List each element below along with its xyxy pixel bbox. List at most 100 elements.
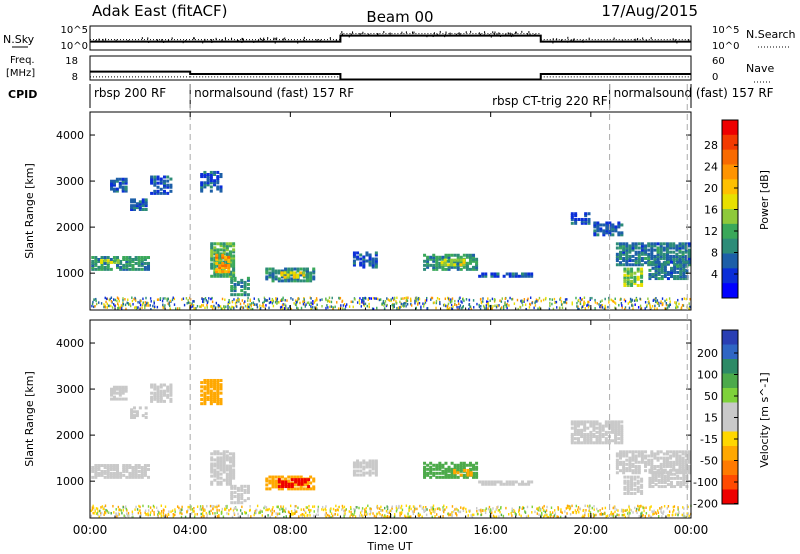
power-cell xyxy=(216,175,220,179)
power-cell xyxy=(222,248,226,252)
velocity-cell xyxy=(413,510,415,513)
velocity-cell xyxy=(169,393,173,397)
velocity-cell xyxy=(348,510,351,513)
power-cell xyxy=(146,301,148,305)
power-cell xyxy=(359,257,363,261)
velocity-cell xyxy=(131,510,134,514)
power-cell xyxy=(631,242,635,246)
power-cell xyxy=(605,221,609,225)
power-cell xyxy=(648,272,652,276)
power-cell xyxy=(640,250,644,254)
power-cell xyxy=(422,302,424,305)
power-cell xyxy=(296,306,298,310)
velocity-cell xyxy=(234,506,237,510)
velocity-cell xyxy=(518,508,520,512)
power-cell xyxy=(656,250,660,254)
velocity-cell xyxy=(571,511,574,514)
power-cell xyxy=(139,303,142,307)
velocity-cell xyxy=(236,493,240,496)
velocity-cell xyxy=(289,515,291,518)
velocity-cell xyxy=(628,458,632,462)
velocity-cell xyxy=(386,507,389,511)
power-cell xyxy=(312,306,314,309)
power-cell xyxy=(415,299,418,303)
y-tick-label: 3000 xyxy=(56,383,84,396)
velocity-cell xyxy=(356,465,360,469)
velocity-cell xyxy=(682,472,686,476)
velocity-cell xyxy=(100,464,104,468)
power-cell xyxy=(611,229,615,233)
power-cell xyxy=(243,280,247,284)
power-cell xyxy=(383,304,385,307)
power-cell xyxy=(222,262,226,266)
velocity-cell xyxy=(213,393,217,397)
velocity-cell xyxy=(447,465,451,469)
velocity-cell xyxy=(591,506,593,510)
power-cell xyxy=(587,303,589,306)
power-cell xyxy=(284,279,288,283)
power-cell xyxy=(368,259,372,263)
power-cell xyxy=(507,299,509,303)
velocity-cell xyxy=(216,400,220,404)
power-cell xyxy=(140,299,142,303)
nsky-spike xyxy=(263,37,265,40)
power-cell xyxy=(277,271,281,275)
velocity-cell xyxy=(459,510,462,514)
power-cell xyxy=(657,272,661,276)
power-cell xyxy=(277,277,281,281)
power-cell xyxy=(648,302,650,305)
velocity-cell xyxy=(601,428,605,432)
power-cell xyxy=(682,272,686,276)
power-cell xyxy=(637,242,641,246)
velocity-cell xyxy=(228,509,230,512)
velocity-cell xyxy=(629,511,631,515)
velocity-cell xyxy=(484,511,487,515)
power-cell xyxy=(630,279,634,283)
power-cell xyxy=(302,273,306,277)
velocity-cell xyxy=(294,480,298,484)
velocity-cell xyxy=(277,480,281,484)
power-cell xyxy=(534,301,536,305)
velocity-cell xyxy=(468,467,472,471)
power-cell xyxy=(594,301,597,304)
velocity-cell xyxy=(571,504,573,508)
power-cell xyxy=(593,233,597,237)
power-cell xyxy=(316,307,318,310)
velocity-cell xyxy=(589,424,593,428)
velocity-cell xyxy=(353,507,355,511)
freq-unit-label: [MHz] xyxy=(6,68,35,79)
velocity-cell xyxy=(586,426,590,430)
velocity-cell xyxy=(623,475,627,479)
velocity-cell xyxy=(660,472,664,476)
power-cell xyxy=(269,301,272,304)
velocity-cell xyxy=(494,510,496,514)
power-cell xyxy=(650,254,654,258)
velocity-cell xyxy=(669,462,673,466)
power-cell xyxy=(656,259,660,263)
power-cell xyxy=(210,246,214,250)
power-cell xyxy=(587,305,590,309)
power-cell xyxy=(216,248,220,252)
velocity-cell xyxy=(640,512,642,516)
power-cell xyxy=(156,181,160,185)
power-cell xyxy=(649,303,651,306)
velocity-cell xyxy=(364,513,366,516)
velocity-cell xyxy=(374,459,378,463)
velocity-cell xyxy=(219,397,223,401)
velocity-cell xyxy=(118,387,122,391)
velocity-cell xyxy=(203,378,207,382)
power-cell xyxy=(287,267,291,271)
velocity-cell xyxy=(663,478,667,482)
power-cell xyxy=(608,296,610,300)
power-cell xyxy=(296,269,300,273)
power-cell xyxy=(574,219,578,223)
velocity-cell xyxy=(631,452,635,456)
power-cell xyxy=(228,252,232,256)
velocity-cell xyxy=(505,482,509,486)
power-cell xyxy=(654,270,658,274)
power-cell xyxy=(100,302,103,305)
velocity-cell xyxy=(268,479,272,483)
power-cell xyxy=(549,301,551,305)
velocity-cell xyxy=(109,471,113,475)
velocity-cell xyxy=(135,505,137,509)
